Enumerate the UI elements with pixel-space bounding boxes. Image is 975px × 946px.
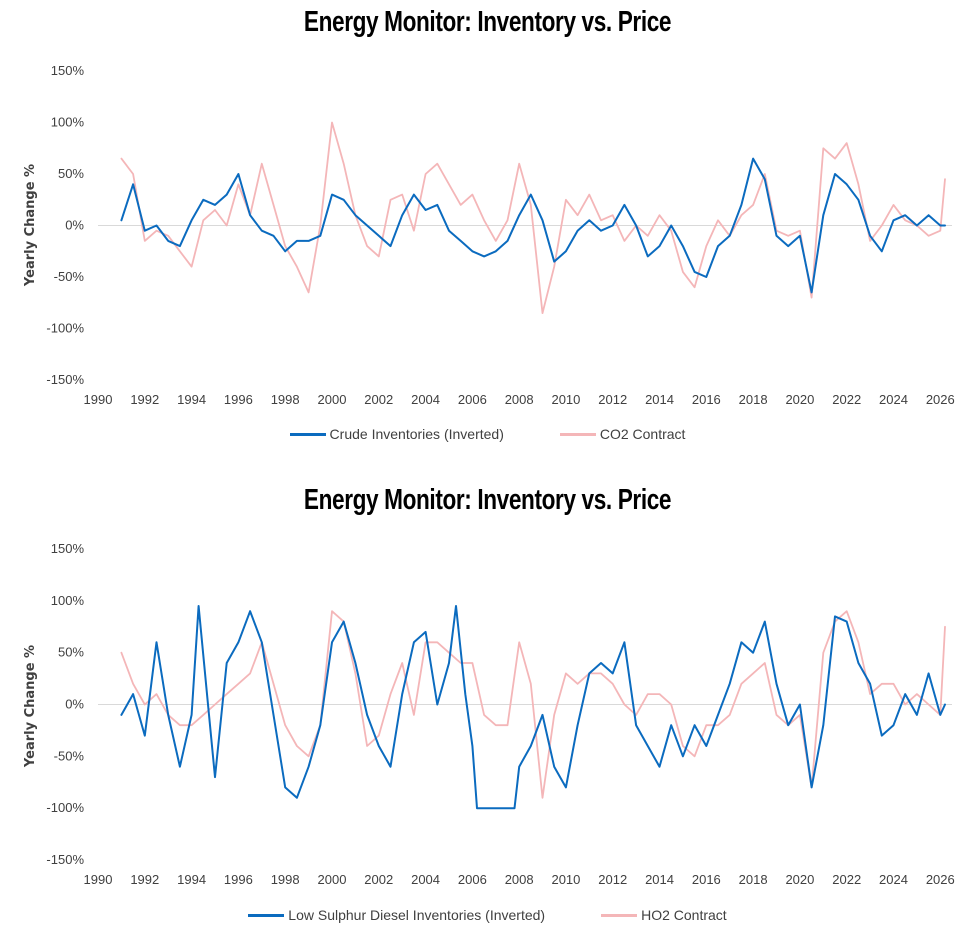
x-tick-label: 2004: [411, 872, 440, 887]
x-tick-label: 2026: [926, 392, 955, 407]
y-tick-label: -150%: [46, 852, 84, 867]
x-tick-label: 2006: [458, 872, 487, 887]
x-tick-label: 2014: [645, 872, 674, 887]
chart-title: Energy Monitor: Inventory vs. Price: [303, 484, 672, 516]
x-tick-label: 1994: [177, 392, 206, 407]
y-axis-label: Yearly Change %: [23, 645, 38, 768]
x-tick-label: 1992: [130, 392, 159, 407]
chart-crude-vs-co2: 150% 100% 50% 0% -50% -100% -150%1990 1992 1994 1…: [23, 63, 955, 407]
y-tick-label: 100%: [51, 593, 85, 608]
x-tick-label: 1990: [84, 872, 113, 887]
x-tick-label: 2022: [832, 392, 861, 407]
x-tick-label: 2016: [692, 392, 721, 407]
y-tick-label: 50%: [58, 166, 84, 181]
legend-label: Crude Inventories (Inverted): [329, 426, 504, 442]
x-tick-label: 2006: [458, 392, 487, 407]
x-tick-label: 1990: [84, 392, 113, 407]
x-tick-label: 2012: [598, 392, 627, 407]
y-tick-label: 50%: [58, 645, 84, 660]
legend-label: CO2 Contract: [599, 426, 686, 442]
y-tick-label: 150%: [51, 63, 85, 78]
x-tick-label: 2024: [879, 392, 908, 407]
x-tick-label: 2022: [832, 872, 861, 887]
x-tick-label: 2016: [692, 872, 721, 887]
x-tick-label: 2004: [411, 392, 440, 407]
x-tick-label: 2018: [739, 872, 768, 887]
y-tick-label: -100%: [46, 321, 84, 336]
chart-diesel-vs-ho2: 150% 100% 50% 0% -50% -100% -150%1990 1992 1994 1…: [23, 541, 955, 887]
x-tick-label: 2002: [364, 392, 393, 407]
y-tick-label: -50%: [54, 269, 85, 284]
x-tick-label: 2018: [739, 392, 768, 407]
x-tick-label: 2014: [645, 392, 674, 407]
x-tick-label: 2024: [879, 872, 908, 887]
y-tick-label: 0%: [65, 697, 84, 712]
x-tick-label: 2008: [505, 392, 534, 407]
x-tick-label: 2012: [598, 872, 627, 887]
legend: Crude Inventories (Inverted) CO2 Contrac…: [0, 426, 975, 442]
chart-panel-crude: Energy Monitor: Inventory vs. Price 150%…: [0, 0, 975, 470]
y-tick-label: -150%: [46, 372, 84, 387]
legend-item-crude-inventories: Crude Inventories (Inverted): [289, 426, 504, 442]
legend-swatch: [248, 913, 285, 917]
legend: Low Sulphur Diesel Inventories (Inverted…: [0, 907, 975, 923]
legend-item-ho2-contract: HO2 Contract: [601, 907, 727, 923]
legend-label: Low Sulphur Diesel Inventories (Inverted…: [288, 907, 546, 923]
x-tick-label: 2000: [318, 392, 347, 407]
y-axis-label: Yearly Change %: [23, 164, 38, 287]
chart-panel-diesel: Energy Monitor: Inventory vs. Price 150%…: [0, 478, 975, 946]
x-tick-label: 2026: [926, 872, 955, 887]
x-tick-label: 1992: [130, 872, 159, 887]
x-tick-label: 2010: [551, 872, 580, 887]
x-tick-label: 2008: [505, 872, 534, 887]
series-line-crude-inventories-inverted: [120, 157, 946, 294]
x-tick-label: 2010: [551, 392, 580, 407]
x-tick-label: 2020: [785, 392, 814, 407]
x-tick-label: 1996: [224, 872, 253, 887]
legend-label: HO2 Contract: [641, 907, 727, 923]
legend-item-low-sulphur-diesel: Low Sulphur Diesel Inventories (Inverted…: [248, 907, 545, 923]
legend-swatch: [559, 432, 596, 436]
x-tick-label: 1998: [271, 872, 300, 887]
x-tick-label: 2020: [785, 872, 814, 887]
legend-item-co2-contract: CO2 Contract: [559, 426, 686, 442]
y-tick-label: -50%: [54, 748, 85, 763]
y-tick-label: 0%: [65, 218, 84, 233]
y-tick-label: 150%: [51, 541, 85, 556]
x-tick-label: 1998: [271, 392, 300, 407]
y-tick-label: 100%: [51, 115, 85, 130]
legend-swatch: [289, 432, 326, 436]
chart-title: Energy Monitor: Inventory vs. Price: [303, 6, 672, 38]
x-tick-label: 2000: [318, 872, 347, 887]
x-tick-label: 1994: [177, 872, 206, 887]
series-line-low-sulphur-diesel-inventories-inverted: [120, 605, 946, 810]
series-line-ho2-contract: [120, 610, 946, 799]
legend-swatch: [601, 913, 638, 917]
x-tick-label: 1996: [224, 392, 253, 407]
series-line-co2-contract: [120, 121, 946, 315]
x-tick-label: 2002: [364, 872, 393, 887]
y-tick-label: -100%: [46, 800, 84, 815]
